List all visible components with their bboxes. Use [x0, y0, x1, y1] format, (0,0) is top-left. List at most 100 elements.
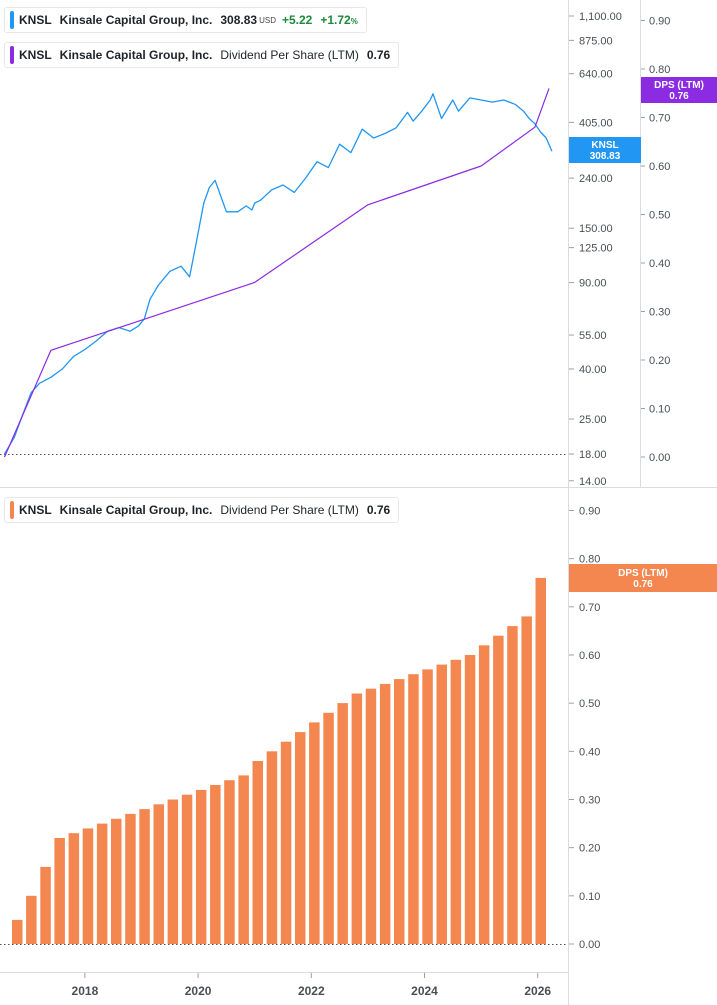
dps-bar — [210, 785, 221, 944]
dps-bottom-tag-label: DPS (LTM) — [618, 568, 668, 579]
legend-price-unit: USD — [259, 15, 276, 25]
price-series-line — [3, 93, 553, 455]
bottom-dps-axis: 0.90 0.80 0.70 0.60 0.50 0.40 0.30 0.20 0.10 0.00 — [569, 505, 600, 951]
legend-company: Kinsale Capital Group, Inc. — [59, 48, 213, 62]
dps-bar — [535, 577, 546, 944]
bottom-tick-label: 0.70 — [579, 602, 600, 614]
legend-price-change-pct: +1.72% — [320, 13, 358, 27]
bottom-tick-label: 0.80 — [579, 554, 600, 566]
dps-bar — [408, 674, 419, 944]
price-tick-label: 125.00 — [579, 243, 613, 255]
price-tick-label: 25.00 — [579, 414, 607, 426]
dps-bar — [96, 823, 108, 944]
dps-tick-label: 0.50 — [649, 210, 670, 222]
top-pane-series — [3, 88, 553, 458]
bottom-tick-label: 0.20 — [579, 843, 600, 855]
legend-ticker: KNSL — [19, 13, 52, 27]
dps-bottom-tag-bg — [569, 564, 717, 592]
legend-dps-value: 0.76 — [366, 48, 391, 62]
legend-company: Kinsale Capital Group, Inc. — [59, 503, 213, 517]
time-axis: 2018 2020 2022 2024 2026 — [72, 973, 551, 998]
dps-bar — [26, 895, 37, 944]
dps-tick-label: 0.30 — [649, 307, 670, 319]
legend-metric: Dividend Per Share (LTM) — [220, 48, 359, 62]
dps-bar — [351, 693, 363, 944]
dps-bar — [478, 645, 490, 944]
time-tick-label: 2024 — [411, 984, 438, 998]
bottom-tick-label: 0.90 — [579, 505, 600, 517]
price-tick-label: 14.00 — [579, 476, 607, 488]
dps-top-swatch — [10, 46, 14, 64]
price-tick-label: 18.00 — [579, 449, 607, 461]
bottom-tick-label: 0.30 — [579, 794, 600, 806]
bottom-pane-bars — [12, 577, 546, 944]
top-dps-axis: 0.90 0.80 0.70 0.60 0.50 0.40 0.30 0.20 0.10 0.00 — [641, 16, 670, 464]
dps-tick-label: 0.10 — [649, 404, 670, 416]
dps-bar — [507, 626, 518, 944]
time-tick-label: 2022 — [298, 984, 325, 998]
dps-tick-label: 0.80 — [649, 64, 670, 76]
dps-top-tag: DPS (LTM)0.76 — [641, 77, 717, 103]
legend-company: Kinsale Capital Group, Inc. — [59, 13, 213, 27]
time-tick-label: 2020 — [185, 984, 212, 998]
dps-bar — [111, 818, 122, 944]
price-legend[interactable]: KNSL Kinsale Capital Group, Inc. 308.83 … — [4, 7, 367, 33]
bottom-tick-label: 0.50 — [579, 698, 600, 710]
bottom-tick-label: 0.60 — [579, 650, 600, 662]
dps-bar — [12, 919, 23, 944]
dps-bar — [464, 655, 476, 944]
dps-bar — [394, 679, 405, 944]
dps-bar — [82, 828, 94, 944]
legend-dps-value: 0.76 — [366, 503, 391, 517]
dps-bottom-tag: DPS (LTM)0.76 — [569, 564, 717, 592]
dps-bar — [309, 722, 320, 944]
dps-top-legend[interactable]: KNSL Kinsale Capital Group, Inc. Dividen… — [4, 42, 400, 68]
dps-bar — [337, 703, 348, 944]
dps-bar — [238, 775, 249, 944]
dps-bar — [40, 866, 51, 944]
dps-bar — [295, 732, 306, 944]
legend-price-value: 308.83 — [220, 13, 258, 27]
legend-metric: Dividend Per Share (LTM) — [220, 503, 359, 517]
dps-bar — [68, 833, 80, 944]
legend-price-change: +5.22 — [281, 13, 313, 27]
dps-tick-label: 0.20 — [649, 355, 670, 367]
dps-bottom-tag-value: 0.76 — [633, 579, 653, 590]
dps-bar — [125, 813, 136, 944]
price-tick-label: 90.00 — [579, 278, 607, 290]
price-tag-bg — [569, 137, 641, 163]
dps-bar — [450, 659, 462, 944]
dps-top-tag-value: 0.76 — [669, 91, 689, 102]
dps-tick-label: 0.60 — [649, 161, 670, 173]
price-tick-label: 40.00 — [579, 364, 607, 376]
price-tick-label: 55.00 — [579, 330, 607, 342]
dps-bar — [266, 751, 278, 944]
dps-bar — [422, 669, 433, 944]
dps-bottom-legend[interactable]: KNSL Kinsale Capital Group, Inc. Dividen… — [4, 497, 400, 523]
dps-bar — [139, 809, 150, 944]
dps-bar — [365, 688, 377, 944]
dps-bar — [224, 780, 235, 944]
price-tag-value: 308.83 — [590, 151, 621, 162]
dps-bar — [252, 761, 263, 944]
price-swatch — [10, 11, 14, 29]
dps-bar — [493, 635, 504, 944]
top-price-axis: 1,100.00 875.00 640.00 405.00 240.00 150.00 12… — [569, 11, 622, 488]
change-pct-value: +1.72 — [320, 13, 351, 27]
price-tick-label: 240.00 — [579, 173, 613, 185]
legend-ticker: KNSL — [19, 48, 52, 62]
time-tick-label: 2026 — [524, 984, 551, 998]
dps-bar — [379, 683, 391, 944]
price-tick-label: 150.00 — [579, 223, 613, 235]
dps-bar — [54, 838, 65, 944]
dps-top-tag-label: DPS (LTM) — [654, 80, 704, 91]
dps-series-line — [3, 88, 550, 458]
legend-ticker: KNSL — [19, 503, 52, 517]
time-tick-label: 2018 — [72, 984, 99, 998]
bottom-tick-label: 0.40 — [579, 746, 600, 758]
dps-tick-label: 0.90 — [649, 16, 670, 28]
